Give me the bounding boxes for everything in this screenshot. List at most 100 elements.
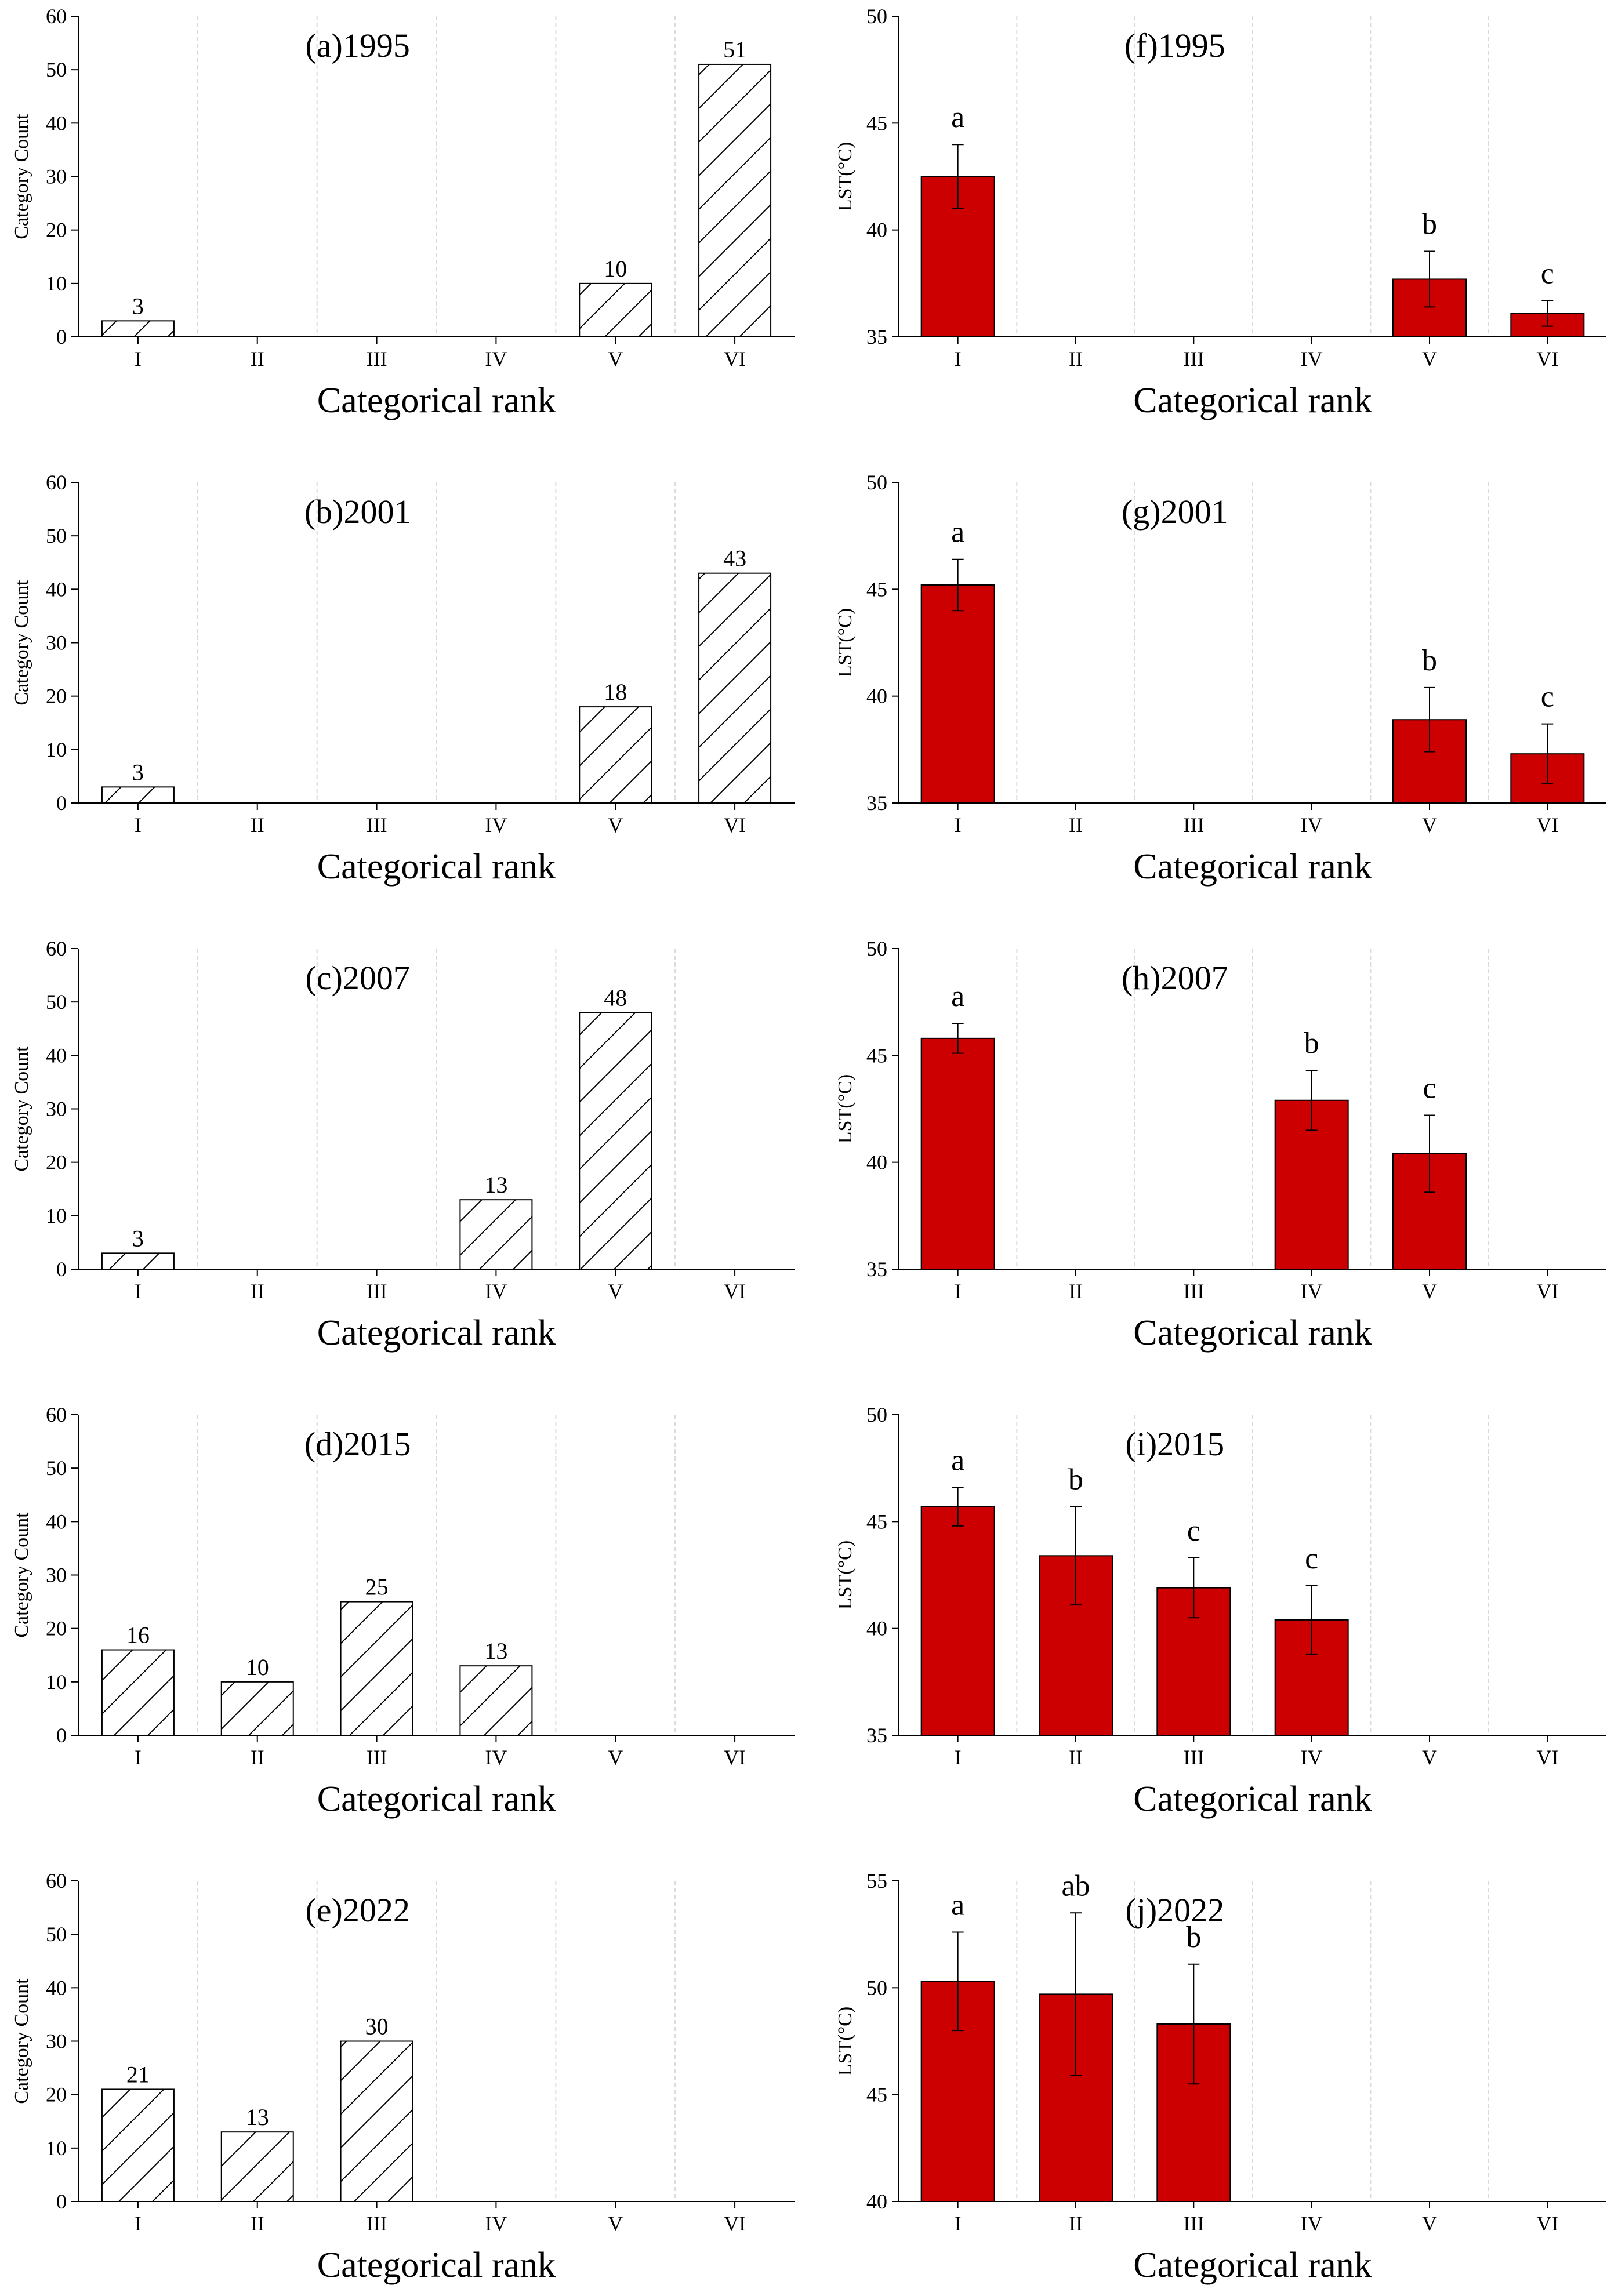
chart-e-data-label-III: 30 — [365, 2014, 389, 2040]
chart-c-ytick-label: 10 — [46, 1204, 67, 1227]
chart-c-ytick-label: 50 — [46, 990, 67, 1013]
chart-b-xtick-label-V: V — [608, 813, 623, 837]
chart-g-xtick-label-III: III — [1183, 813, 1204, 837]
chart-f-ytick-label: 50 — [866, 5, 887, 28]
chart-d-data-label-III: 25 — [365, 1574, 389, 1600]
chart-c-xtick-label-V: V — [608, 1280, 623, 1303]
chart-f-xtick-label-III: III — [1183, 347, 1204, 370]
chart-a-xtick-label-III: III — [367, 347, 387, 370]
chart-c-data-label-V: 48 — [604, 985, 627, 1011]
chart-c-bar-V — [579, 1012, 652, 1270]
chart-g-title: (g)2001 — [1122, 493, 1228, 531]
chart-d-xtick-label-IV: IV — [485, 1746, 507, 1769]
chart-g-xtick-label-IV: IV — [1301, 813, 1323, 837]
chart-d-title: (d)2015 — [304, 1425, 411, 1463]
chart-d-ytick-label: 30 — [46, 1564, 67, 1587]
chart-d-ytick-label: 0 — [56, 1724, 67, 1747]
chart-d-ytick-label: 60 — [46, 1403, 67, 1426]
chart-c-xtick-label-II: II — [251, 1280, 264, 1303]
chart-e-ylabel: Category Count — [11, 1978, 32, 2104]
chart-a-bar-I — [101, 320, 175, 337]
chart-e-data-label-I: 21 — [126, 2061, 150, 2087]
chart-e-title: (e)2022 — [305, 1891, 409, 1929]
chart-g-ytick-label: 35 — [866, 791, 887, 815]
chart-c-xtick-label-VI: VI — [724, 1280, 746, 1303]
chart-g-xtick-label-II: II — [1069, 813, 1083, 837]
chart-a-ytick-label: 0 — [56, 325, 67, 348]
chart-i-ytick-label: 35 — [866, 1724, 887, 1747]
chart-d-ylabel: Category Count — [11, 1512, 32, 1638]
chart-d-ytick-label: 40 — [46, 1510, 67, 1533]
chart-i-ytick-label: 40 — [866, 1617, 887, 1640]
chart-h-xtick-label-I: I — [955, 1280, 962, 1303]
chart-f-data-label-I: a — [951, 101, 964, 134]
chart-j-ytick-label: 50 — [866, 1976, 887, 1999]
chart-b-bar-V — [579, 706, 652, 804]
chart-b-bar-VI — [698, 572, 772, 804]
chart-j-xtick-label-III: III — [1183, 2212, 1204, 2235]
chart-f-xtick-label-II: II — [1069, 347, 1083, 370]
chart-h-ytick-label: 35 — [866, 1258, 887, 1281]
chart-f-title: (f)1995 — [1124, 27, 1225, 64]
chart-h-ytick-label: 40 — [866, 1151, 887, 1174]
chart-j-data-label-I: a — [951, 1888, 964, 1921]
chart-b-title: (b)2001 — [304, 493, 411, 531]
chart-c-xlabel: Categorical rank — [317, 1313, 556, 1353]
chart-h-data-label-I: a — [951, 980, 964, 1013]
chart-e-xtick-label-II: II — [251, 2212, 264, 2235]
chart-h-xtick-label-II: II — [1069, 1280, 1083, 1303]
chart-c-xtick-label-IV: IV — [485, 1280, 507, 1303]
chart-j-data-label-III: b — [1186, 1921, 1201, 1954]
chart-a-ytick-label: 30 — [46, 165, 67, 188]
chart-g-xtick-label-V: V — [1422, 813, 1437, 837]
chart-b-xlabel: Categorical rank — [317, 847, 556, 887]
chart-b-ytick-label: 20 — [46, 685, 67, 708]
chart-d-xtick-label-V: V — [608, 1746, 623, 1769]
chart-h-xtick-label-IV: IV — [1301, 1280, 1323, 1303]
chart-f-xlabel: Categorical rank — [1133, 381, 1372, 420]
chart-i-title: (i)2015 — [1125, 1425, 1224, 1463]
chart-i-data-label-IV: c — [1305, 1542, 1318, 1575]
chart-d-xtick-label-VI: VI — [724, 1746, 746, 1769]
chart-i-data-label-III: c — [1187, 1514, 1200, 1547]
chart-i-data-label-I: a — [951, 1444, 964, 1477]
chart-a-xlabel: Categorical rank — [317, 381, 556, 420]
chart-g-data-label-V: b — [1422, 644, 1437, 677]
chart-d-xtick-label-I: I — [135, 1746, 142, 1769]
chart-d-bar-III — [340, 1601, 413, 1736]
chart-a-ytick-label: 40 — [46, 111, 67, 135]
chart-a-data-label-VI: 51 — [723, 37, 746, 63]
chart-b-xtick-label-II: II — [251, 813, 264, 837]
chart-j-xlabel: Categorical rank — [1133, 2246, 1372, 2285]
chart-f-xtick-label-I: I — [955, 347, 962, 370]
chart-e-bar-III — [340, 2040, 413, 2202]
chart-b-ytick-label: 40 — [46, 577, 67, 601]
chart-g-data-label-VI: c — [1541, 681, 1554, 714]
chart-i-ytick-label: 50 — [866, 1403, 887, 1426]
chart-e-bar-I — [101, 2088, 175, 2202]
chart-e-xtick-label-III: III — [367, 2212, 387, 2235]
chart-a-data-label-V: 10 — [604, 256, 627, 282]
chart-f-ytick-label: 45 — [866, 111, 887, 135]
chart-i-xtick-label-IV: IV — [1301, 1746, 1323, 1769]
chart-j-ytick-label: 40 — [866, 2190, 887, 2213]
chart-i-xtick-label-II: II — [1069, 1746, 1083, 1769]
chart-d-data-label-I: 16 — [126, 1622, 150, 1648]
chart-h-data-label-IV: b — [1304, 1027, 1319, 1060]
chart-b-ytick-label: 30 — [46, 631, 67, 655]
chart-e-xlabel: Categorical rank — [317, 2246, 556, 2285]
chart-c-ytick-label: 40 — [46, 1044, 67, 1067]
chart-d-data-label-II: 10 — [246, 1654, 269, 1680]
chart-c-ylabel: Category Count — [11, 1046, 32, 1172]
chart-a-xtick-label-II: II — [251, 347, 264, 370]
chart-b-ytick-label: 0 — [56, 791, 67, 815]
chart-a-ytick-label: 60 — [46, 5, 67, 28]
chart-i-xtick-label-I: I — [955, 1746, 962, 1769]
chart-a-bar-V — [579, 282, 652, 338]
chart-h-data-label-V: c — [1423, 1072, 1436, 1105]
chart-e-ytick-label: 60 — [46, 1869, 67, 1892]
